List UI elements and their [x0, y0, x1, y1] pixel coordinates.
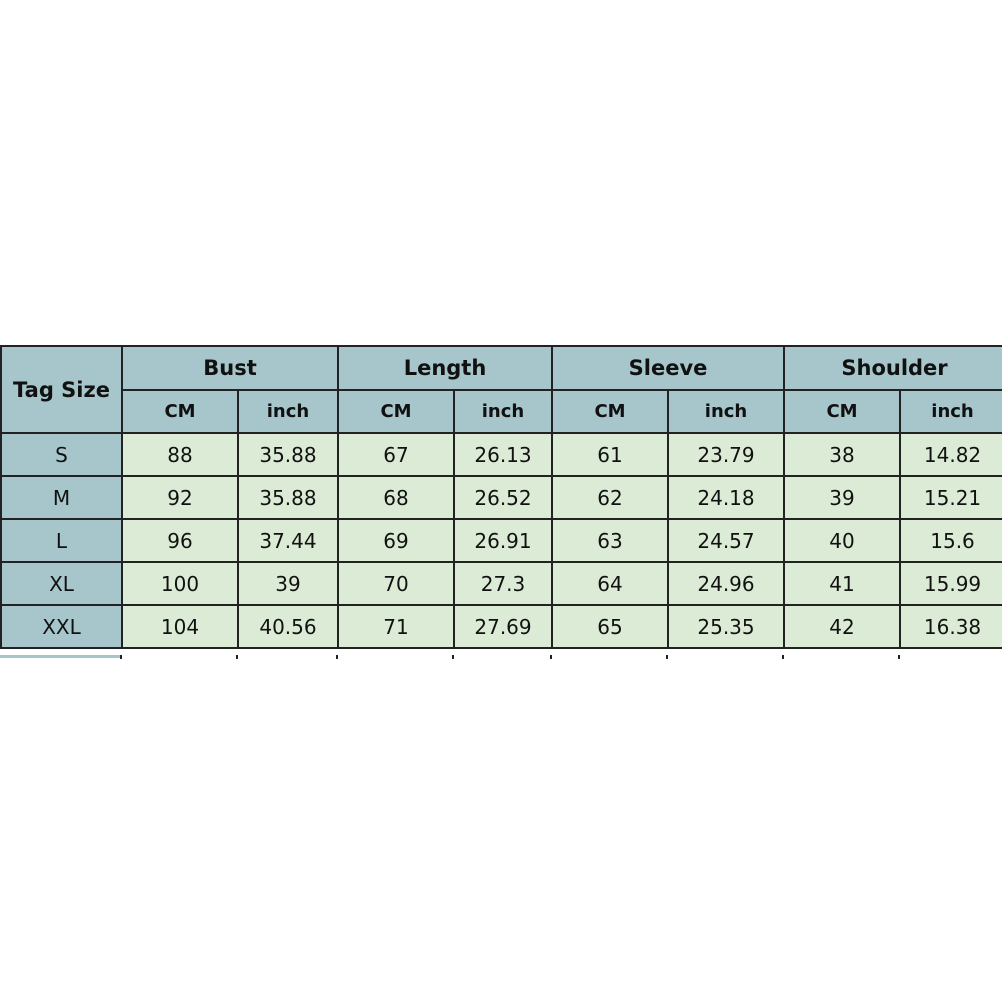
shoulder-header: Shoulder	[783, 345, 1002, 391]
tag-size-header: Tag Size	[0, 345, 123, 434]
measurement-cell: 37.44	[237, 518, 339, 563]
size-chart-table: Tag Size Bust Length Sleeve Shoulder CM i…	[0, 345, 1002, 649]
measurement-cell: 35.88	[237, 475, 339, 520]
unit-header-cm: CM	[551, 389, 670, 434]
sleeve-header: Sleeve	[551, 345, 786, 391]
tag-size-cell: M	[0, 475, 123, 520]
measurement-cell: 24.18	[667, 475, 786, 520]
measurement-cell: 25.35	[667, 604, 786, 649]
measurement-cell: 14.82	[899, 432, 1002, 477]
unit-header-cm: CM	[337, 389, 455, 434]
measurement-cell: 70	[337, 561, 455, 606]
measurement-cell: 100	[121, 561, 239, 606]
measurement-cell: 26.91	[452, 518, 554, 563]
table-row: M 92 35.88 68 26.52 62 24.18 39 15.21	[0, 475, 1002, 520]
tag-size-cell: XL	[0, 561, 123, 606]
measurement-cell: 61	[551, 432, 670, 477]
measurement-cell: 40	[783, 518, 902, 563]
measurement-cell: 62	[551, 475, 670, 520]
length-header: Length	[336, 345, 554, 391]
table-tail	[0, 655, 121, 658]
measurement-cell: 67	[337, 432, 455, 477]
measurement-cell: 38	[783, 432, 902, 477]
measurement-cell: 15.21	[899, 475, 1002, 520]
unit-header-cm: CM	[121, 389, 239, 434]
measurement-cell: 39	[237, 561, 339, 606]
measurement-cell: 27.69	[452, 604, 554, 649]
measurement-cell: 41	[783, 561, 902, 606]
grid-line-stub	[666, 655, 668, 659]
measurement-cell: 92	[121, 475, 239, 520]
measurement-cell: 88	[121, 432, 239, 477]
grid-line-stub	[782, 655, 784, 659]
tag-size-cell: L	[0, 518, 123, 563]
tag-size-cell: S	[0, 432, 123, 477]
measurement-cell: 15.99	[899, 561, 1002, 606]
measurement-cell: 68	[337, 475, 455, 520]
measurement-cell: 26.13	[452, 432, 554, 477]
unit-header-inch: inch	[237, 389, 339, 434]
tag-size-cell: XXL	[0, 604, 123, 649]
grid-line-stub	[898, 655, 900, 659]
measurement-cell: 35.88	[237, 432, 339, 477]
measurement-cell: 42	[783, 604, 902, 649]
measurement-cell: 104	[121, 604, 239, 649]
unit-header-cm: CM	[783, 389, 902, 434]
measurement-cell: 26.52	[452, 475, 554, 520]
measurement-cell: 15.6	[899, 518, 1002, 563]
measurement-cell: 39	[783, 475, 902, 520]
grid-line-stub	[550, 655, 552, 659]
measurement-cell: 24.96	[667, 561, 786, 606]
table-row: XL 100 39 70 27.3 64 24.96 41 15.99	[0, 561, 1002, 606]
measurement-cell: 96	[121, 518, 239, 563]
measurement-cell: 71	[337, 604, 455, 649]
grid-line-stub	[236, 655, 238, 659]
grid-line-stub	[452, 655, 454, 659]
measurement-cell: 65	[551, 604, 670, 649]
grid-line-stub	[120, 655, 122, 659]
unit-header-inch: inch	[452, 389, 554, 434]
table-row: XXL 104 40.56 71 27.69 65 25.35 42 16.38	[0, 604, 1002, 649]
unit-header-inch: inch	[899, 389, 1002, 434]
measurement-cell: 40.56	[237, 604, 339, 649]
measurement-cell: 27.3	[452, 561, 554, 606]
measurement-cell: 64	[551, 561, 670, 606]
measurement-cell: 69	[337, 518, 455, 563]
measurement-cell: 24.57	[667, 518, 786, 563]
table-row: L 96 37.44 69 26.91 63 24.57 40 15.6	[0, 518, 1002, 563]
unit-header-inch: inch	[667, 389, 786, 434]
measurement-cell: 63	[551, 518, 670, 563]
measurement-cell: 23.79	[667, 432, 786, 477]
measurement-cell: 16.38	[899, 604, 1002, 649]
bust-header: Bust	[121, 345, 339, 391]
grid-line-stub	[336, 655, 338, 659]
table-tail-lines	[0, 655, 1002, 659]
table-row: S 88 35.88 67 26.13 61 23.79 38 14.82	[0, 432, 1002, 477]
